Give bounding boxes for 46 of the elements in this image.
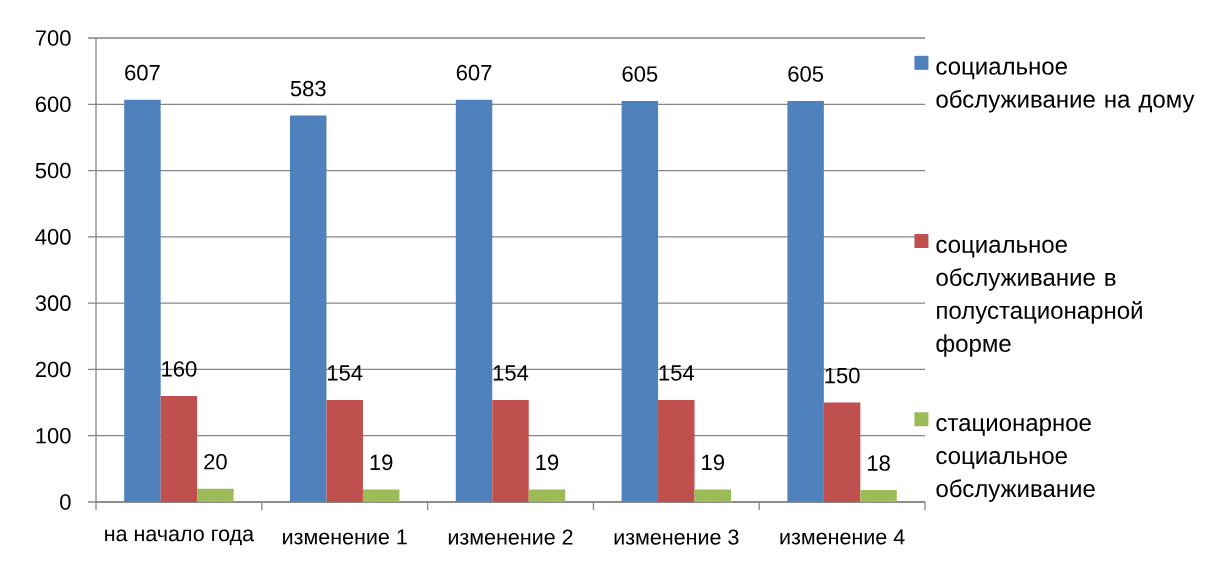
y-tick-label: 0 xyxy=(60,494,71,510)
data-label: 154 xyxy=(493,365,529,381)
bar xyxy=(528,489,566,502)
bar xyxy=(694,489,732,502)
data-label: 150 xyxy=(825,367,860,384)
x-tick-label: изменение 1 xyxy=(283,529,407,545)
x-tick-label: на начало года xyxy=(105,529,255,546)
y-tick-label: 300 xyxy=(35,295,71,311)
legend-label: социальное обслуживание на дому xyxy=(936,61,1195,113)
data-label: 18 xyxy=(868,455,890,471)
y-tick-label: 400 xyxy=(35,229,71,245)
data-label: 160 xyxy=(162,361,197,377)
y-tick-label: 600 xyxy=(35,96,71,113)
legend-label: стационарное социальное обслуживание xyxy=(936,418,1095,502)
data-label: 605 xyxy=(622,66,658,82)
bar xyxy=(492,399,529,502)
data-label: 154 xyxy=(328,365,363,381)
bar xyxy=(658,399,695,502)
bar xyxy=(621,100,659,502)
data-label: 605 xyxy=(788,66,824,82)
bar xyxy=(326,399,363,502)
legend-label: социальное обслуживание в полустационарной форме xyxy=(936,239,1142,357)
data-label: 154 xyxy=(659,365,695,381)
y-tick-label: 100 xyxy=(36,427,71,444)
y-tick-label: 700 xyxy=(35,30,71,46)
bar xyxy=(455,99,493,502)
bar xyxy=(124,99,161,502)
bar xyxy=(362,489,400,502)
bar xyxy=(823,402,861,502)
data-label: 20 xyxy=(204,453,227,470)
y-tick-label: 500 xyxy=(35,162,71,179)
bar xyxy=(787,100,824,502)
y-tick-label: 200 xyxy=(35,361,71,378)
data-label: 19 xyxy=(370,454,393,471)
data-label: 19 xyxy=(536,454,559,471)
data-label: 19 xyxy=(702,454,724,471)
x-tick-label: изменение 4 xyxy=(780,529,905,545)
x-tick-label: изменение 3 xyxy=(614,529,739,545)
bar xyxy=(860,490,897,502)
bar xyxy=(160,395,198,502)
bar xyxy=(290,115,327,502)
data-label: 583 xyxy=(290,80,326,97)
bar xyxy=(197,488,234,502)
data-label: 607 xyxy=(456,64,492,81)
x-tick-label: изменение 2 xyxy=(448,529,573,545)
data-label: 607 xyxy=(125,64,160,81)
